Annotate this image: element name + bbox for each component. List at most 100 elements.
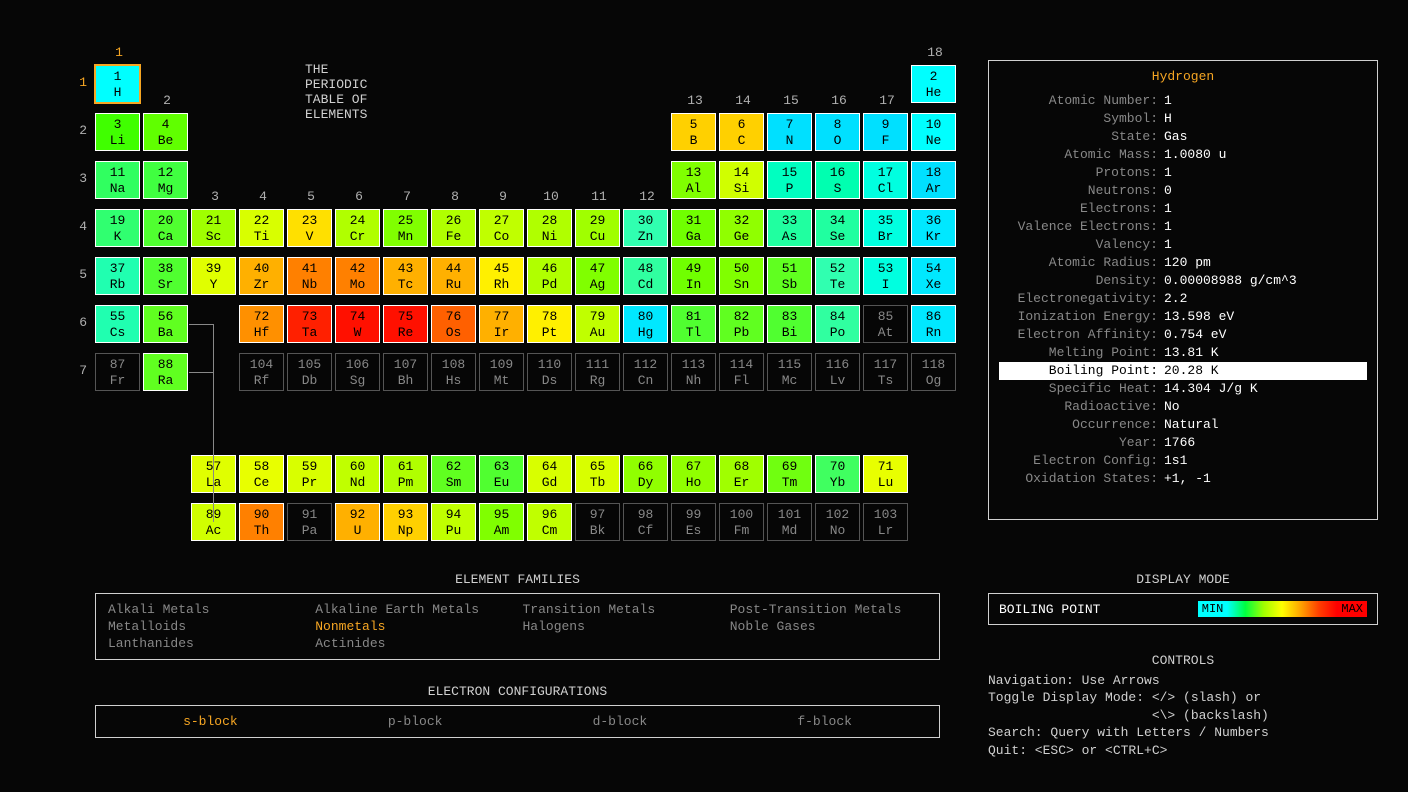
element-cell-Cf[interactable]: 98Cf [623, 503, 668, 541]
element-cell-Si[interactable]: 14Si [719, 161, 764, 199]
element-cell-Sc[interactable]: 21Sc [191, 209, 236, 247]
element-cell-S[interactable]: 16S [815, 161, 860, 199]
element-cell-Ra[interactable]: 88Ra [143, 353, 188, 391]
element-cell-Th[interactable]: 90Th [239, 503, 284, 541]
element-cell-Fe[interactable]: 26Fe [431, 209, 476, 247]
element-cell-I[interactable]: 53I [863, 257, 908, 295]
element-cell-Np[interactable]: 93Np [383, 503, 428, 541]
element-cell-Tl[interactable]: 81Tl [671, 305, 716, 343]
element-cell-Fr[interactable]: 87Fr [95, 353, 140, 391]
element-cell-Hs[interactable]: 108Hs [431, 353, 476, 391]
element-cell-Xe[interactable]: 54Xe [911, 257, 956, 295]
element-cell-Fl[interactable]: 114Fl [719, 353, 764, 391]
element-cell-Ge[interactable]: 32Ge [719, 209, 764, 247]
prop-row[interactable]: Valence Electrons:1 [999, 218, 1367, 236]
element-cell-Ta[interactable]: 73Ta [287, 305, 332, 343]
prop-row[interactable]: Electrons:1 [999, 200, 1367, 218]
element-cell-Re[interactable]: 75Re [383, 305, 428, 343]
element-cell-Ar[interactable]: 18Ar [911, 161, 956, 199]
element-cell-Lv[interactable]: 116Lv [815, 353, 860, 391]
element-cell-Te[interactable]: 52Te [815, 257, 860, 295]
element-cell-Kr[interactable]: 36Kr [911, 209, 956, 247]
element-cell-B[interactable]: 5B [671, 113, 716, 151]
element-cell-Mo[interactable]: 42Mo [335, 257, 380, 295]
prop-row[interactable]: State:Gas [999, 128, 1367, 146]
element-cell-Ne[interactable]: 10Ne [911, 113, 956, 151]
element-cell-F[interactable]: 9F [863, 113, 908, 151]
element-cell-Rh[interactable]: 45Rh [479, 257, 524, 295]
econf-item[interactable]: s-block [108, 714, 313, 729]
element-cell-Ts[interactable]: 117Ts [863, 353, 908, 391]
element-cell-Cd[interactable]: 48Cd [623, 257, 668, 295]
element-cell-Hg[interactable]: 80Hg [623, 305, 668, 343]
family-item[interactable]: Post-Transition Metals [730, 602, 927, 617]
element-cell-C[interactable]: 6C [719, 113, 764, 151]
element-cell-Mt[interactable]: 109Mt [479, 353, 524, 391]
element-cell-Sg[interactable]: 106Sg [335, 353, 380, 391]
prop-row[interactable]: Symbol:H [999, 110, 1367, 128]
element-cell-Bk[interactable]: 97Bk [575, 503, 620, 541]
element-cell-Nd[interactable]: 60Nd [335, 455, 380, 493]
prop-row[interactable]: Radioactive:No [999, 398, 1367, 416]
prop-row[interactable]: Neutrons:0 [999, 182, 1367, 200]
element-cell-Se[interactable]: 34Se [815, 209, 860, 247]
element-cell-Rg[interactable]: 111Rg [575, 353, 620, 391]
family-item[interactable]: Lanthanides [108, 636, 305, 651]
element-cell-Tc[interactable]: 43Tc [383, 257, 428, 295]
element-cell-He[interactable]: 2He [911, 65, 956, 103]
prop-row[interactable]: Protons:1 [999, 164, 1367, 182]
prop-row[interactable]: Electron Affinity:0.754 eV [999, 326, 1367, 344]
element-cell-Ba[interactable]: 56Ba [143, 305, 188, 343]
element-cell-K[interactable]: 19K [95, 209, 140, 247]
element-cell-Tm[interactable]: 69Tm [767, 455, 812, 493]
element-cell-Pt[interactable]: 78Pt [527, 305, 572, 343]
element-cell-Sn[interactable]: 50Sn [719, 257, 764, 295]
element-cell-Co[interactable]: 27Co [479, 209, 524, 247]
element-cell-Rf[interactable]: 104Rf [239, 353, 284, 391]
element-cell-Nh[interactable]: 113Nh [671, 353, 716, 391]
element-cell-Lr[interactable]: 103Lr [863, 503, 908, 541]
element-cell-Hf[interactable]: 72Hf [239, 305, 284, 343]
family-item[interactable]: Alkali Metals [108, 602, 305, 617]
family-item[interactable]: Halogens [523, 619, 720, 634]
element-cell-Pa[interactable]: 91Pa [287, 503, 332, 541]
element-cell-Tb[interactable]: 65Tb [575, 455, 620, 493]
prop-row[interactable]: Occurrence:Natural [999, 416, 1367, 434]
element-cell-Ca[interactable]: 20Ca [143, 209, 188, 247]
family-item[interactable]: Actinides [315, 636, 512, 651]
element-cell-Cs[interactable]: 55Cs [95, 305, 140, 343]
econf-item[interactable]: f-block [722, 714, 927, 729]
element-cell-Er[interactable]: 68Er [719, 455, 764, 493]
prop-row[interactable]: Atomic Number:1 [999, 92, 1367, 110]
element-cell-Br[interactable]: 35Br [863, 209, 908, 247]
element-cell-Nb[interactable]: 41Nb [287, 257, 332, 295]
prop-row[interactable]: Electron Config:1s1 [999, 452, 1367, 470]
prop-row[interactable]: Valency:1 [999, 236, 1367, 254]
element-cell-Ga[interactable]: 31Ga [671, 209, 716, 247]
element-cell-Cl[interactable]: 17Cl [863, 161, 908, 199]
element-cell-Cn[interactable]: 112Cn [623, 353, 668, 391]
prop-row[interactable]: Boiling Point:20.28 K [999, 362, 1367, 380]
family-item[interactable]: Metalloids [108, 619, 305, 634]
element-cell-Cm[interactable]: 96Cm [527, 503, 572, 541]
element-cell-Po[interactable]: 84Po [815, 305, 860, 343]
element-cell-Os[interactable]: 76Os [431, 305, 476, 343]
element-cell-Pr[interactable]: 59Pr [287, 455, 332, 493]
family-item[interactable]: Alkaline Earth Metals [315, 602, 512, 617]
element-cell-Rn[interactable]: 86Rn [911, 305, 956, 343]
element-cell-U[interactable]: 92U [335, 503, 380, 541]
element-cell-Bi[interactable]: 83Bi [767, 305, 812, 343]
element-cell-Yb[interactable]: 70Yb [815, 455, 860, 493]
element-cell-Pm[interactable]: 61Pm [383, 455, 428, 493]
element-cell-Zr[interactable]: 40Zr [239, 257, 284, 295]
prop-row[interactable]: Melting Point:13.81 K [999, 344, 1367, 362]
element-cell-Pu[interactable]: 94Pu [431, 503, 476, 541]
element-cell-Ho[interactable]: 67Ho [671, 455, 716, 493]
prop-row[interactable]: Ionization Energy:13.598 eV [999, 308, 1367, 326]
family-item[interactable]: Noble Gases [730, 619, 927, 634]
element-cell-Ru[interactable]: 44Ru [431, 257, 476, 295]
econf-item[interactable]: d-block [518, 714, 723, 729]
element-cell-Ti[interactable]: 22Ti [239, 209, 284, 247]
element-cell-Eu[interactable]: 63Eu [479, 455, 524, 493]
element-cell-Ir[interactable]: 77Ir [479, 305, 524, 343]
